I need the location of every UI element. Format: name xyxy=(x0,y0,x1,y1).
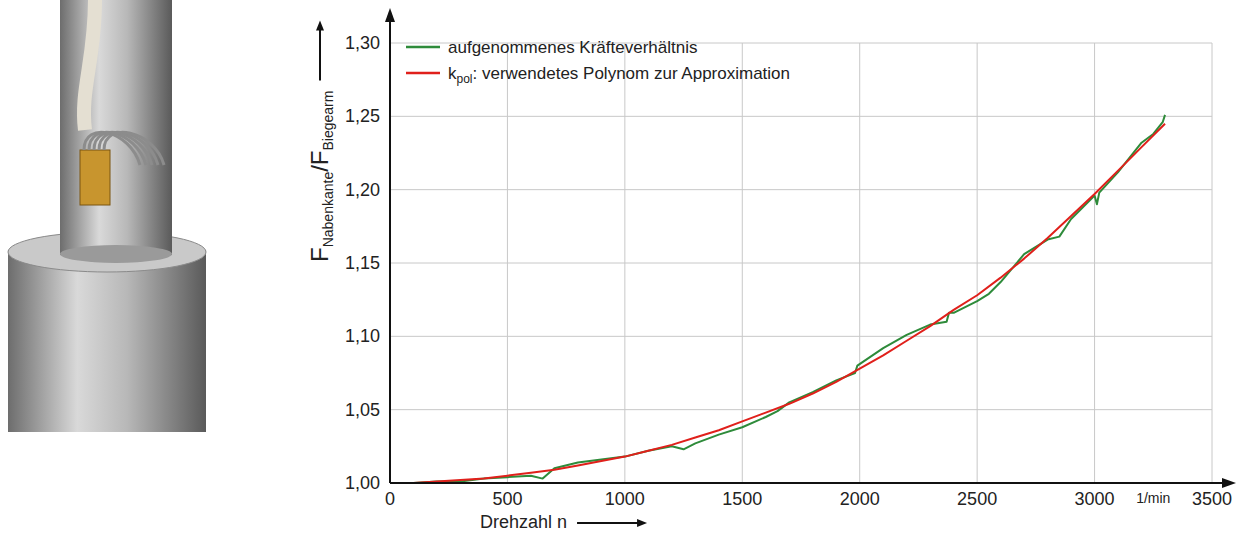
wire xyxy=(104,132,164,165)
y-tick-label: 1,00 xyxy=(345,473,380,493)
y-tick-label: 1,10 xyxy=(345,326,380,346)
legend-label-part: : verwendetes Polynom zur Approximation xyxy=(473,64,791,83)
y-title-part: F xyxy=(306,247,333,262)
strain-gauge xyxy=(80,150,110,205)
y-axis-arrow xyxy=(385,8,395,22)
series-line xyxy=(413,124,1165,483)
y-tick-label: 1,15 xyxy=(345,253,380,273)
y-tick-label: 1,05 xyxy=(345,400,380,420)
data-lines xyxy=(413,115,1165,483)
x-axis-title: Drehzahl n xyxy=(480,512,567,532)
photo-sketch xyxy=(8,0,206,432)
legend-swatch xyxy=(406,46,440,49)
axes xyxy=(385,8,1236,488)
x-tick-label: 3000 xyxy=(1075,489,1115,509)
x-axis xyxy=(390,482,1226,484)
y-axis-title: FNabenkante/FBiegearm xyxy=(306,91,336,262)
x-tick-label: 1000 xyxy=(605,489,645,509)
y-axis-title-group: FNabenkante/FBiegearm xyxy=(306,21,336,262)
x-tick-label: 1500 xyxy=(722,489,762,509)
tick-labels: 0 500 1000 1500 2000 2500 3000 3500 1,00 1,05 1,10… xyxy=(345,33,1232,509)
legend-swatch xyxy=(406,72,440,75)
y-axis xyxy=(389,20,391,483)
grid-line-y xyxy=(390,263,1212,264)
y-tick-label: 1,30 xyxy=(345,33,380,53)
legend-label: kpol: verwendetes Polynom zur Approximat… xyxy=(448,64,790,86)
y-title-part: /F xyxy=(306,150,333,171)
legend-label: aufgenommenes Kräfteverhältnis xyxy=(448,38,697,57)
y-tick-label: 1,20 xyxy=(345,180,380,200)
y-tick-label: 1,25 xyxy=(345,106,380,126)
figure: 0 500 1000 1500 2000 2500 3000 3500 1,00 1,05 1,10… xyxy=(0,0,1241,535)
y-title-arrowhead xyxy=(316,21,324,31)
grid-line-y xyxy=(390,189,1212,190)
x-title-arrowhead xyxy=(637,519,647,527)
series-line xyxy=(413,115,1165,483)
legend: aufgenommenes Kräfteverhältnis kpol: verw… xyxy=(406,38,790,86)
y-title-subscript: Biegearm xyxy=(320,91,336,151)
x-tick-label: 500 xyxy=(492,489,522,509)
hub-cylinder xyxy=(8,250,206,432)
y-title-subscript: Nabenkante xyxy=(320,172,336,248)
grid xyxy=(390,43,1212,483)
x-unit-label: 1/min xyxy=(1136,490,1170,506)
cable xyxy=(84,0,95,130)
shaft-base xyxy=(60,245,172,263)
y-title-arrow xyxy=(319,29,321,81)
grid-line-y xyxy=(390,116,1212,117)
x-title-arrow xyxy=(577,522,639,524)
x-tick-label: 0 xyxy=(385,489,395,509)
grid-line-y xyxy=(390,336,1212,337)
grid-line-y xyxy=(390,409,1212,410)
shaft xyxy=(60,0,172,255)
x-tick-label: 2000 xyxy=(840,489,880,509)
legend-label-subscript: pol xyxy=(457,72,473,86)
x-tick-label: 3500 xyxy=(1192,489,1232,509)
x-axis-arrow xyxy=(1222,478,1236,488)
x-tick-label: 2500 xyxy=(957,489,997,509)
